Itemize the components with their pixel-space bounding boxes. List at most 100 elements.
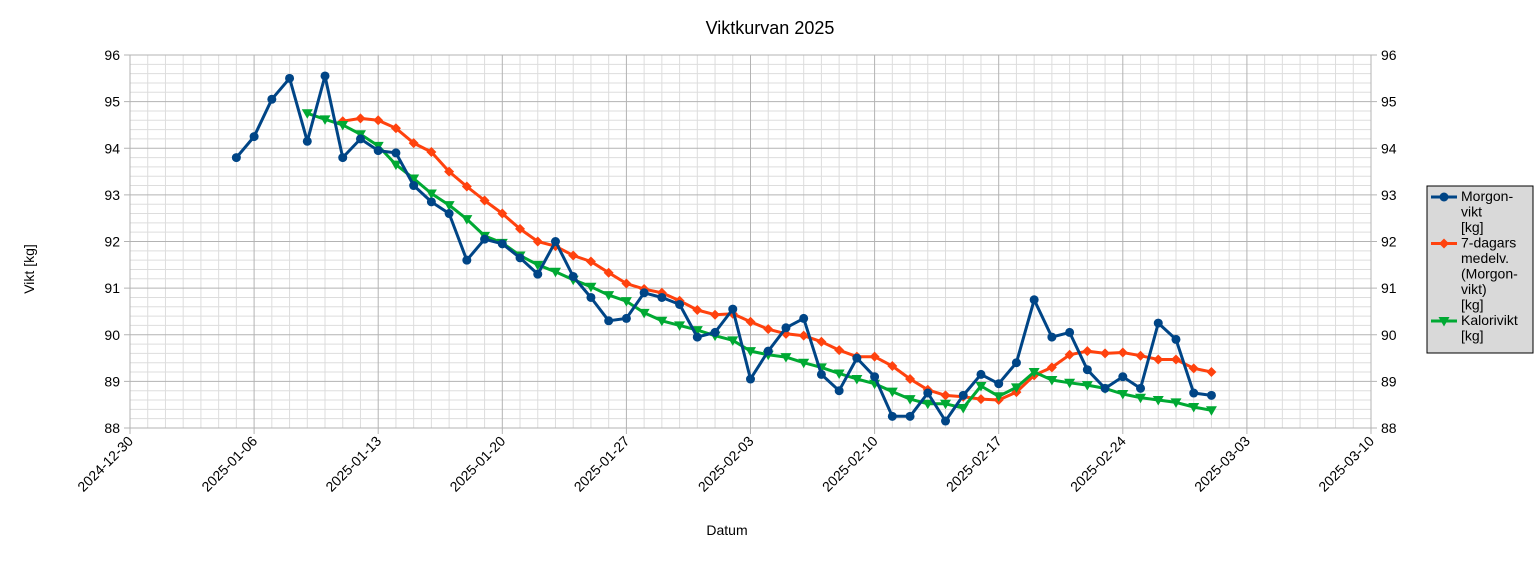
data-point — [1188, 363, 1199, 374]
x-tick-label: 2025-01-13 — [322, 433, 384, 495]
data-point — [1046, 375, 1058, 386]
data-point — [426, 197, 436, 207]
data-point — [497, 239, 507, 249]
data-point — [941, 416, 951, 426]
data-point — [408, 138, 419, 149]
y-tick-label: 88 — [104, 420, 120, 436]
data-point — [1171, 334, 1181, 344]
data-point — [426, 146, 437, 157]
data-point — [675, 299, 685, 309]
data-point — [338, 153, 348, 163]
data-point — [550, 237, 560, 246]
data-point — [870, 372, 880, 382]
data-point — [657, 292, 667, 302]
data-point — [905, 374, 916, 385]
data-point — [621, 313, 631, 323]
data-point — [976, 369, 986, 379]
y-tick-label: 92 — [104, 234, 120, 250]
y-axis-title: Vikt [kg] — [21, 244, 37, 294]
data-point — [585, 256, 596, 267]
data-point — [798, 358, 810, 369]
legend-marker — [1439, 238, 1449, 249]
legend-label: [kg] — [1461, 297, 1484, 313]
legend-item-0: Morgon-vikt[kg] — [1431, 188, 1513, 235]
data-point — [497, 208, 508, 219]
data-point — [851, 375, 863, 385]
legend-marker — [1439, 192, 1449, 202]
legend: Morgon-vikt[kg]7-dagarsmedelv.(Morgon-vi… — [1426, 185, 1534, 354]
data-point — [585, 282, 597, 293]
data-point — [1029, 295, 1039, 305]
y-tick-label-right: 94 — [1381, 140, 1397, 156]
legend-label: [kg] — [1461, 328, 1484, 344]
series-line — [341, 116, 1213, 402]
y-tick-label: 89 — [104, 373, 120, 389]
y-tick-label-right: 90 — [1381, 327, 1397, 343]
data-point — [301, 109, 313, 119]
data-point — [408, 174, 420, 185]
data-point — [763, 324, 774, 335]
data-point — [852, 353, 862, 363]
y-axis-right-ticks: 88 89 90 91 92 93 94 95 96 — [1381, 47, 1397, 436]
data-point — [728, 304, 738, 314]
data-point — [533, 269, 543, 279]
y-tick-label-right: 89 — [1381, 373, 1397, 389]
data-point — [887, 411, 897, 421]
data-point — [479, 195, 490, 206]
data-point — [1082, 346, 1093, 357]
data-point — [639, 288, 649, 298]
x-tick-label: 2025-02-24 — [1067, 433, 1129, 495]
data-point — [763, 346, 773, 356]
data-point — [886, 387, 898, 398]
data-point — [833, 369, 845, 379]
data-point — [586, 292, 596, 302]
data-point — [958, 390, 968, 400]
data-point — [549, 267, 561, 278]
x-axis-ticks: 2024-12-30 2025-01-06 2025-01-13 2025-01-20… — [74, 433, 1377, 495]
data-point — [780, 353, 792, 363]
data-point — [1206, 367, 1217, 378]
data-point — [409, 181, 419, 191]
data-point — [515, 223, 526, 234]
data-point — [249, 132, 259, 142]
data-point — [444, 209, 454, 219]
x-tick-label: 2025-02-17 — [943, 433, 1005, 495]
data-point — [975, 382, 987, 392]
data-point — [603, 291, 615, 301]
data-point — [745, 316, 756, 327]
data-point — [816, 369, 826, 379]
data-point — [834, 386, 844, 396]
data-point — [710, 327, 720, 337]
data-point — [337, 120, 349, 131]
data-point — [391, 148, 401, 158]
data-point — [1118, 372, 1128, 382]
legend-item-2: Kalorivikt[kg] — [1431, 312, 1518, 344]
legend-label: vikt) — [1461, 281, 1487, 297]
data-point — [355, 113, 366, 124]
data-point — [532, 260, 544, 271]
data-point — [603, 267, 614, 278]
series-line — [305, 111, 1213, 412]
data-point — [940, 390, 951, 401]
y-tick-label: 94 — [104, 140, 120, 156]
x-tick-label: 2024-12-30 — [74, 433, 136, 495]
data-point — [799, 313, 809, 323]
data-point — [425, 189, 437, 199]
data-point — [692, 332, 702, 342]
data-point — [231, 153, 241, 163]
x-axis-title: Datum — [706, 522, 747, 538]
data-point — [1064, 378, 1076, 389]
data-point — [1153, 354, 1164, 365]
legend-label: (Morgon- — [1461, 266, 1518, 282]
legend-label: Morgon- — [1461, 188, 1513, 204]
data-point — [1117, 389, 1129, 400]
legend-label: 7-dagars — [1461, 235, 1516, 251]
data-point — [444, 166, 455, 177]
legend-marker — [1438, 317, 1450, 327]
data-point — [816, 336, 827, 347]
data-point — [923, 388, 933, 398]
data-point — [691, 326, 703, 336]
data-point — [1065, 327, 1075, 337]
y-tick-label: 91 — [104, 280, 120, 296]
